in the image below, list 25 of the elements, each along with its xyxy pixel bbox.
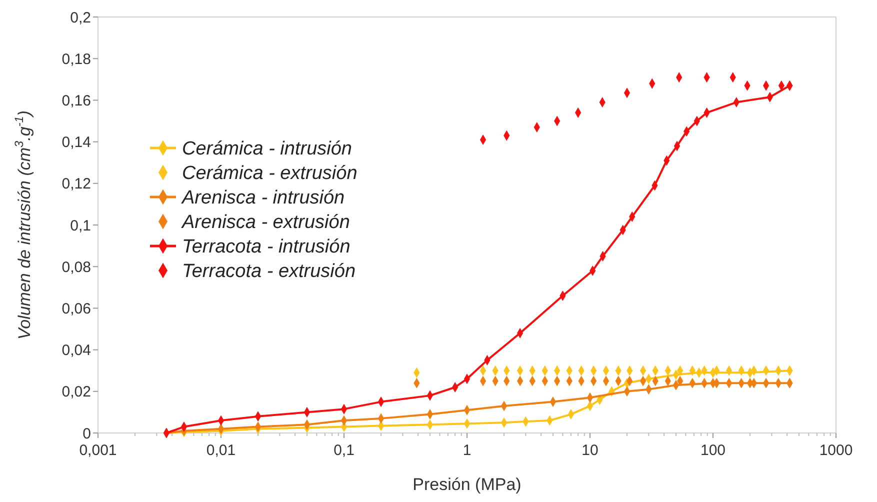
x-tick-label: 100 — [700, 442, 726, 459]
x-tick-label: 0,1 — [334, 442, 354, 459]
x-tick-label: 10 — [582, 442, 598, 459]
legend-label: Arenisca - intrusión — [181, 188, 345, 209]
y-tick-label: 0,16 — [62, 92, 91, 110]
y-tick-label: 0,02 — [62, 384, 91, 401]
legend-label: Terracota - extrusión — [182, 261, 356, 282]
x-axis-title: Presión (MPa) — [412, 475, 522, 494]
x-tick-label: 1000 — [819, 442, 853, 459]
y-tick-label: 0,18 — [62, 50, 91, 68]
y-tick-label: 0,06 — [62, 300, 91, 318]
y-tick-label: 0,12 — [62, 176, 91, 193]
y-tick-label: 0,04 — [62, 342, 91, 360]
legend-label: Cerámica - extrusión — [182, 163, 358, 184]
y-tick-label: 0,08 — [62, 258, 91, 276]
x-tick-label: 1 — [462, 442, 472, 459]
legend-label: Terracota - intrusión — [182, 236, 350, 258]
legend-label: Cerámica - intrusión — [182, 138, 352, 160]
y-tick-label: 0,14 — [62, 134, 91, 152]
x-tick-label: 0,01 — [206, 442, 236, 459]
legend-label: Arenisca - extrusión — [181, 212, 350, 234]
x-tick-label: 0,001 — [79, 442, 117, 459]
y-tick-label: 0,2 — [70, 9, 91, 26]
y-tick-label: 0,1 — [70, 217, 91, 234]
y-tick-label: 0 — [82, 425, 91, 442]
